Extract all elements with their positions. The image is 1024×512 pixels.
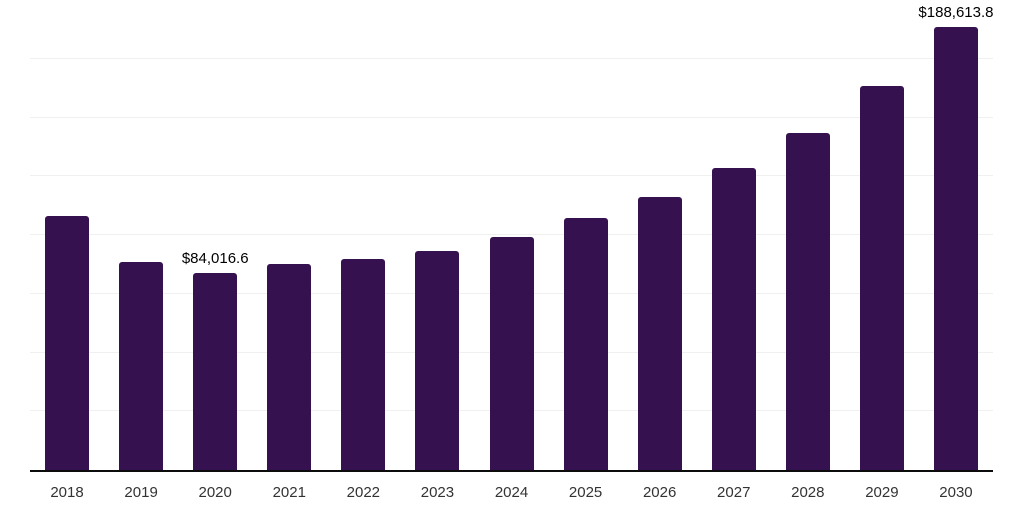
x-tick-2027: 2027 — [717, 484, 751, 501]
bar-slots: $84,016.6 $188,613.8 — [30, 0, 994, 470]
bar-2030 — [933, 26, 978, 470]
plot-area: $84,016.6 $188,613.8 — [30, 0, 994, 470]
bar-slot-2029 — [845, 0, 919, 470]
bar-slot-2022 — [326, 0, 400, 470]
bar-slot-2023 — [400, 0, 474, 470]
bar-2021 — [267, 264, 312, 470]
x-tick-2025: 2025 — [568, 484, 603, 501]
bar-slot-2021 — [252, 0, 326, 470]
x-tick-2020: 2020 — [198, 484, 232, 501]
bar-slot-2030: $188,613.8 — [918, 0, 994, 470]
bar-2025 — [563, 217, 608, 470]
bar-2023 — [415, 250, 460, 470]
bar-slot-2019 — [104, 0, 178, 470]
bar-2018 — [45, 215, 90, 470]
gridline-125000 — [30, 175, 993, 177]
bar-2029 — [859, 86, 904, 470]
gridline-150000 — [30, 116, 993, 118]
gridline-175000 — [30, 57, 993, 59]
bar-2027 — [711, 168, 756, 470]
bar-slot-2020: $84,016.6 — [178, 0, 252, 470]
x-tick-2022: 2022 — [346, 484, 381, 501]
x-tick-2018: 2018 — [50, 484, 84, 501]
bar-2019 — [119, 261, 164, 470]
x-tick-2019: 2019 — [124, 484, 158, 501]
x-tick-2024: 2024 — [494, 484, 529, 501]
bar-2026 — [637, 196, 682, 470]
bar-2020 — [193, 272, 238, 470]
data-label-2020: $84,016.6 — [181, 250, 249, 268]
x-axis-tick-labels: 2018 2019 2020 2021 2022 2023 2024 2025 2026 2027… — [30, 484, 993, 502]
bar-slot-2027 — [697, 0, 771, 470]
bar-slot-2026 — [623, 0, 697, 470]
data-label-2030: $188,613.8 — [918, 4, 994, 22]
x-tick-2021: 2021 — [272, 484, 306, 501]
bar-2024 — [489, 236, 534, 470]
bar-2022 — [341, 258, 386, 470]
gridline-100000 — [30, 234, 993, 235]
x-tick-2030: 2030 — [939, 484, 973, 501]
x-tick-2029: 2029 — [865, 484, 899, 501]
x-tick-2023: 2023 — [420, 484, 455, 501]
bar-slot-2028 — [771, 0, 845, 470]
x-tick-2026: 2026 — [642, 484, 677, 501]
x-tick-2028: 2028 — [791, 484, 825, 501]
bar-slot-2018 — [30, 0, 104, 470]
bar-2028 — [785, 133, 830, 470]
bar-slot-2024 — [474, 0, 548, 470]
x-axis-line — [30, 470, 993, 472]
bar-slot-2025 — [549, 0, 623, 470]
